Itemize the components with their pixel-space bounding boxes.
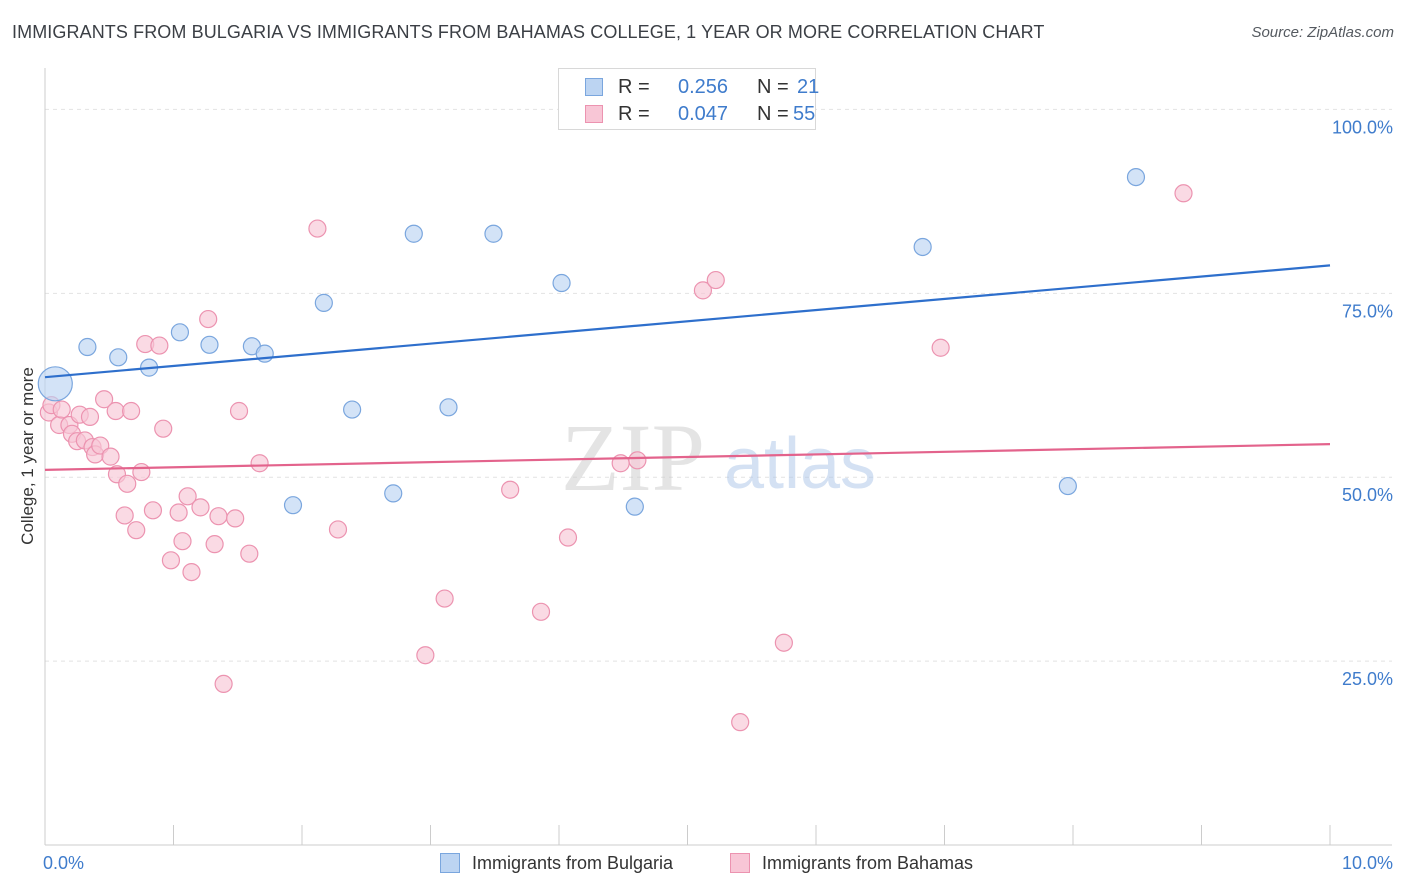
bahamas-point-15 <box>106 401 125 421</box>
bahamas-point-28 <box>173 532 192 551</box>
bahamas-point-30 <box>182 563 201 582</box>
bahamas-point-26 <box>161 551 181 570</box>
bahamas-point-39 <box>250 454 269 473</box>
bulgaria-point-1 <box>78 337 97 357</box>
bahamas-point-13 <box>95 390 114 409</box>
bulgaria-point-20 <box>1126 167 1146 187</box>
bahamas-point-40 <box>308 219 327 238</box>
trend-lines <box>44 264 1331 471</box>
bahamas-point-49 <box>693 281 713 300</box>
y-tick-label-3: 100.0% <box>1332 117 1393 137</box>
bahamas-point-18 <box>118 474 137 493</box>
bahamas-point-52 <box>774 633 793 652</box>
bahamas-point-9 <box>80 407 100 426</box>
correlation-stats-box: R = 0.256 N = 21 R = 0.047 N = 55 <box>558 68 820 130</box>
bahamas-point-32 <box>199 309 218 329</box>
bulgaria-r-label: R = <box>618 76 650 98</box>
bahamas-point-45 <box>531 602 551 621</box>
x-tick-label-0: 0.0% <box>43 853 84 873</box>
bahamas-r-value: 0.047 <box>678 103 729 125</box>
bahamas-point-19 <box>121 401 141 421</box>
bahamas-point-34 <box>209 507 228 526</box>
series-bahamas-points <box>39 184 1193 732</box>
bulgaria-point-12 <box>404 224 423 243</box>
bulgaria-point-4 <box>170 323 190 342</box>
bahamas-point-27 <box>169 503 188 522</box>
bulgaria-n-value: 21 <box>797 76 820 98</box>
bahamas-point-21 <box>132 462 151 482</box>
bulgaria-point-9 <box>314 293 333 312</box>
legend-bulgaria-label: Immigrants from Bulgaria <box>472 853 674 873</box>
bahamas-point-50 <box>706 270 725 290</box>
bulgaria-trend-line <box>44 264 1331 379</box>
bahamas-point-17 <box>115 506 134 525</box>
bulgaria-point-13 <box>439 398 458 417</box>
y-tick-label-2: 75.0% <box>1342 301 1393 321</box>
bahamas-point-29 <box>178 487 197 506</box>
bahamas-point-37 <box>229 401 249 421</box>
bahamas-point-43 <box>435 589 454 608</box>
bahamas-point-33 <box>205 535 224 554</box>
bulgaria-r-value: 0.256 <box>678 76 729 98</box>
bahamas-point-46 <box>558 528 578 547</box>
bahamas-trend-line <box>44 443 1331 471</box>
grid-lines <box>45 108 1392 662</box>
bulgaria-point-16 <box>625 497 644 516</box>
y-tick-label-1: 50.0% <box>1342 485 1393 505</box>
bahamas-n-label: N = <box>757 103 789 125</box>
legend-bahamas-label: Immigrants from Bahamas <box>762 853 974 873</box>
bulgaria-point-10 <box>343 400 362 419</box>
legend-bulgaria-swatch <box>440 853 460 873</box>
legend-bahamas-swatch <box>730 853 750 873</box>
bulgaria-point-14 <box>484 224 503 243</box>
bahamas-point-3 <box>52 400 71 419</box>
bahamas-point-42 <box>416 646 435 665</box>
tick-labels: 25.0% 50.0% 75.0% 100.0% 0.0% 10.0% <box>43 117 1393 873</box>
bulgaria-point-11 <box>384 484 403 503</box>
bahamas-point-25 <box>154 419 173 438</box>
bahamas-point-35 <box>214 674 233 694</box>
y-axis-label: College, 1 year or more <box>18 367 37 545</box>
bulgaria-point-18 <box>913 237 932 257</box>
axes <box>44 68 1392 846</box>
bahamas-point-31 <box>191 498 210 517</box>
bulgaria-swatch <box>585 78 603 96</box>
bahamas-point-51 <box>731 713 750 732</box>
bahamas-point-24 <box>150 336 169 355</box>
bulgaria-point-0 <box>37 366 73 402</box>
bahamas-point-36 <box>226 509 245 528</box>
source-credit: Source: ZipAtlas.com <box>1251 24 1394 41</box>
bahamas-point-44 <box>501 480 520 499</box>
bahamas-point-54 <box>1174 184 1193 203</box>
y-tick-label-0: 25.0% <box>1342 669 1393 689</box>
bahamas-point-38 <box>240 544 259 563</box>
x-tick-label-1: 10.0% <box>1342 853 1393 873</box>
bulgaria-n-label: N = <box>757 76 789 98</box>
bahamas-point-48 <box>628 451 647 470</box>
watermark-atlas: atlas <box>724 424 876 504</box>
bulgaria-point-8 <box>283 496 303 515</box>
bulgaria-point-15 <box>552 273 571 293</box>
bahamas-point-23 <box>143 501 163 520</box>
bulgaria-point-5 <box>200 335 219 354</box>
bahamas-r-label: R = <box>618 103 650 125</box>
bulgaria-point-19 <box>1058 476 1077 496</box>
bahamas-n-value: 55 <box>793 103 816 125</box>
chart-title: IMMIGRANTS FROM BULGARIA VS IMMIGRANTS F… <box>12 22 1045 42</box>
bahamas-point-20 <box>127 521 146 540</box>
bahamas-point-14 <box>101 447 120 466</box>
bahamas-swatch <box>585 105 603 123</box>
bahamas-point-53 <box>931 338 950 357</box>
bulgaria-point-2 <box>109 348 128 367</box>
bahamas-point-41 <box>328 520 348 539</box>
